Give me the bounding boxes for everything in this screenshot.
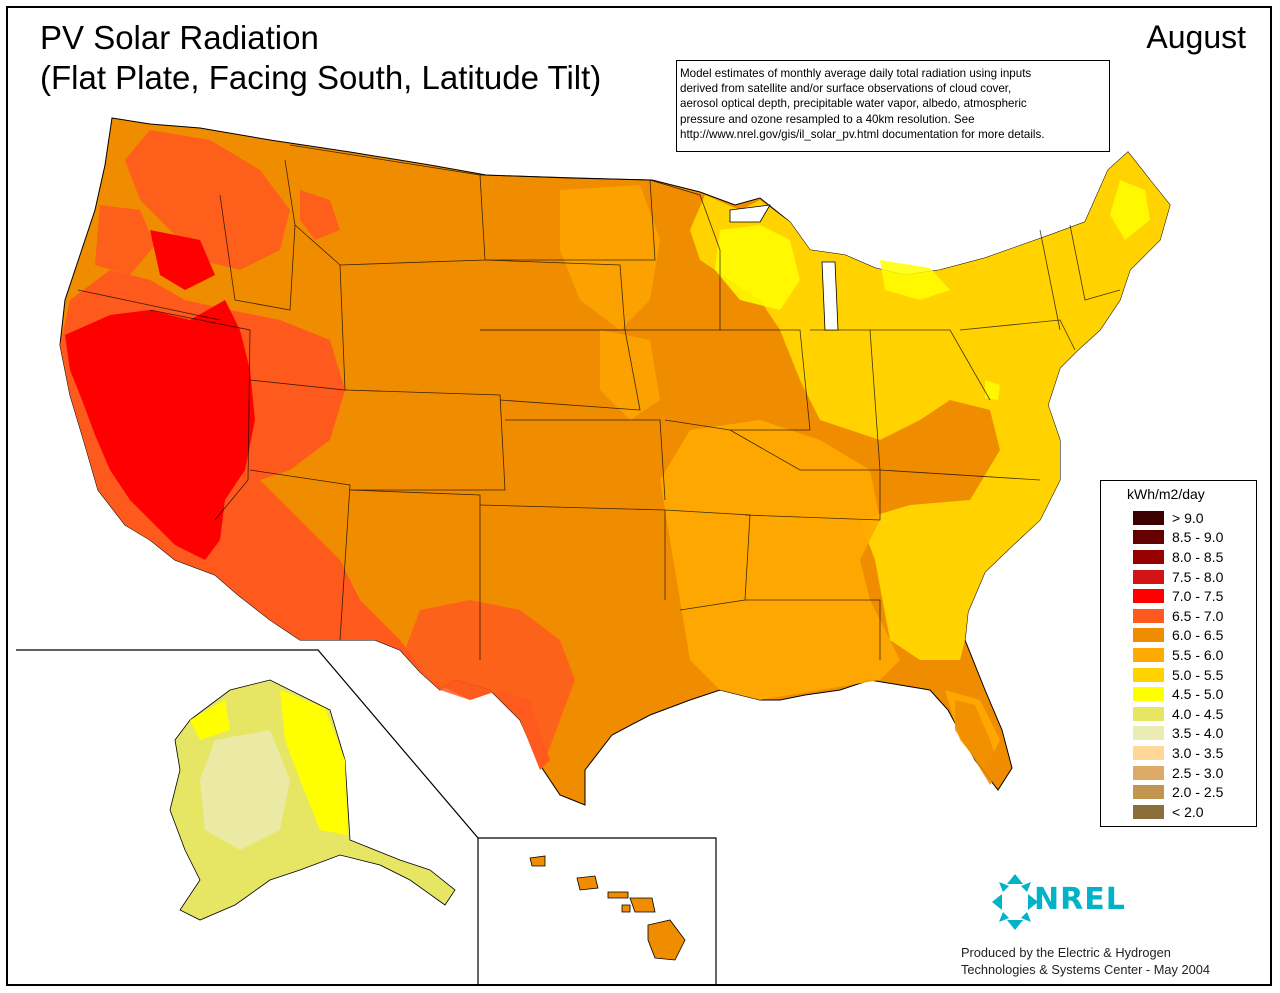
legend-swatch <box>1133 589 1164 604</box>
nrel-emblem-icon <box>992 874 1038 930</box>
legend-swatch <box>1133 628 1164 643</box>
credit-text: Produced by the Electric & Hydrogen Tech… <box>961 944 1210 978</box>
legend-item: 8.5 - 9.0 <box>1133 528 1223 548</box>
hawaii-islands <box>529 855 686 961</box>
legend-label: 3.0 - 3.5 <box>1172 744 1224 761</box>
region-6.0-6.5-florida <box>955 700 1000 785</box>
legend-item: 4.0 - 4.5 <box>1133 704 1223 724</box>
legend-label: 2.5 - 3.0 <box>1172 764 1224 781</box>
legend-item: < 2.0 <box>1133 802 1223 822</box>
note-line: pressure and ozone resampled to a 40km r… <box>680 112 975 126</box>
legend-swatch <box>1133 804 1164 819</box>
legend-label: 7.5 - 8.0 <box>1172 568 1224 585</box>
legend-swatch <box>1133 510 1164 525</box>
legend-item: 4.5 - 5.0 <box>1133 684 1223 704</box>
legend-swatch <box>1133 549 1164 564</box>
legend-swatch <box>1133 706 1164 721</box>
legend-label: 5.0 - 5.5 <box>1172 666 1224 683</box>
legend-label: < 2.0 <box>1172 803 1204 820</box>
region-4.5-5.0-great-lakes <box>715 180 1150 400</box>
legend-swatch <box>1133 785 1164 800</box>
note-line: http://www.nrel.gov/gis/il_solar_pv.html… <box>680 127 1045 141</box>
legend-item: 5.5 - 6.0 <box>1133 645 1223 665</box>
month-label: August <box>1146 19 1246 55</box>
legend-list: > 9.0 8.5 - 9.0 8.0 - 8.5 7.5 - 8.0 7.0 - 7.… <box>1133 508 1223 822</box>
legend-label: 4.5 - 5.0 <box>1172 686 1224 703</box>
legend-swatch <box>1133 569 1164 584</box>
legend-label: 2.0 - 2.5 <box>1172 784 1224 801</box>
legend-label: 6.5 - 7.0 <box>1172 607 1224 624</box>
legend-label: > 9.0 <box>1172 509 1204 526</box>
legend-item: > 9.0 <box>1133 508 1223 528</box>
legend-swatch <box>1133 726 1164 741</box>
hawaii-inset-border <box>478 837 717 985</box>
legend-item: 2.0 - 2.5 <box>1133 782 1223 802</box>
legend: kWh/m2/day > 9.0 8.5 - 9.0 8.0 - 8.5 7.5 - … <box>1100 480 1257 827</box>
legend-item: 2.5 - 3.0 <box>1133 763 1223 783</box>
title-line-2: (Flat Plate, Facing South, Latitude Tilt… <box>40 59 602 96</box>
legend-label: 4.0 - 4.5 <box>1172 705 1224 722</box>
alaska-north-yellow <box>190 690 348 835</box>
legend-item: 8.0 - 8.5 <box>1133 547 1223 567</box>
state-borders <box>77 144 1121 660</box>
legend-swatch <box>1133 667 1164 682</box>
region-6.5-7.0-texas <box>405 600 575 760</box>
region-6.5-7.0-northwest <box>95 130 340 275</box>
legend-item: 3.0 - 3.5 <box>1133 743 1223 763</box>
credit-line: Produced by the Electric & Hydrogen <box>961 945 1171 960</box>
legend-item: 6.0 - 6.5 <box>1133 626 1223 646</box>
legend-label: 8.5 - 9.0 <box>1172 529 1224 546</box>
legend-swatch <box>1133 765 1164 780</box>
legend-item: 7.0 - 7.5 <box>1133 586 1223 606</box>
nrel-logo-text: NREL <box>1034 882 1126 917</box>
alaska-interior-pale <box>200 730 290 850</box>
legend-label: 8.0 - 8.5 <box>1172 548 1224 565</box>
legend-item: 5.0 - 5.5 <box>1133 665 1223 685</box>
legend-swatch <box>1133 687 1164 702</box>
legend-label: 6.0 - 6.5 <box>1172 627 1224 644</box>
legend-swatch <box>1133 745 1164 760</box>
legend-title: kWh/m2/day <box>1127 486 1205 502</box>
legend-label: 7.0 - 7.5 <box>1172 588 1224 605</box>
legend-swatch <box>1133 647 1164 662</box>
methodology-note: Model estimates of monthly average daily… <box>676 60 1110 152</box>
alaska-inset-border <box>16 649 479 985</box>
note-line: derived from satellite and/or surface ob… <box>680 82 1012 96</box>
note-line: aerosol optical depth, precipitable wate… <box>680 97 1027 111</box>
region-7.0-7.5-great-basin <box>65 230 255 560</box>
region-5.5-6.0-southeast <box>660 420 1000 770</box>
legend-swatch <box>1133 608 1164 623</box>
legend-label: 5.5 - 6.0 <box>1172 646 1224 663</box>
map-title: PV Solar Radiation (Flat Plate, Facing S… <box>40 18 601 98</box>
legend-swatch <box>1133 530 1164 545</box>
title-line-1: PV Solar Radiation <box>40 19 319 56</box>
note-line: Model estimates of monthly average daily… <box>680 67 1032 80</box>
legend-label: 3.5 - 4.0 <box>1172 725 1224 742</box>
nrel-logo: NREL <box>990 872 1125 932</box>
credit-line: Technologies & Systems Center - May 2004 <box>961 962 1210 977</box>
legend-item: 7.5 - 8.0 <box>1133 567 1223 587</box>
region-5.5-6.0-plains <box>560 185 660 420</box>
great-lakes <box>729 204 839 331</box>
legend-item: 3.5 - 4.0 <box>1133 724 1223 744</box>
legend-item: 6.5 - 7.0 <box>1133 606 1223 626</box>
